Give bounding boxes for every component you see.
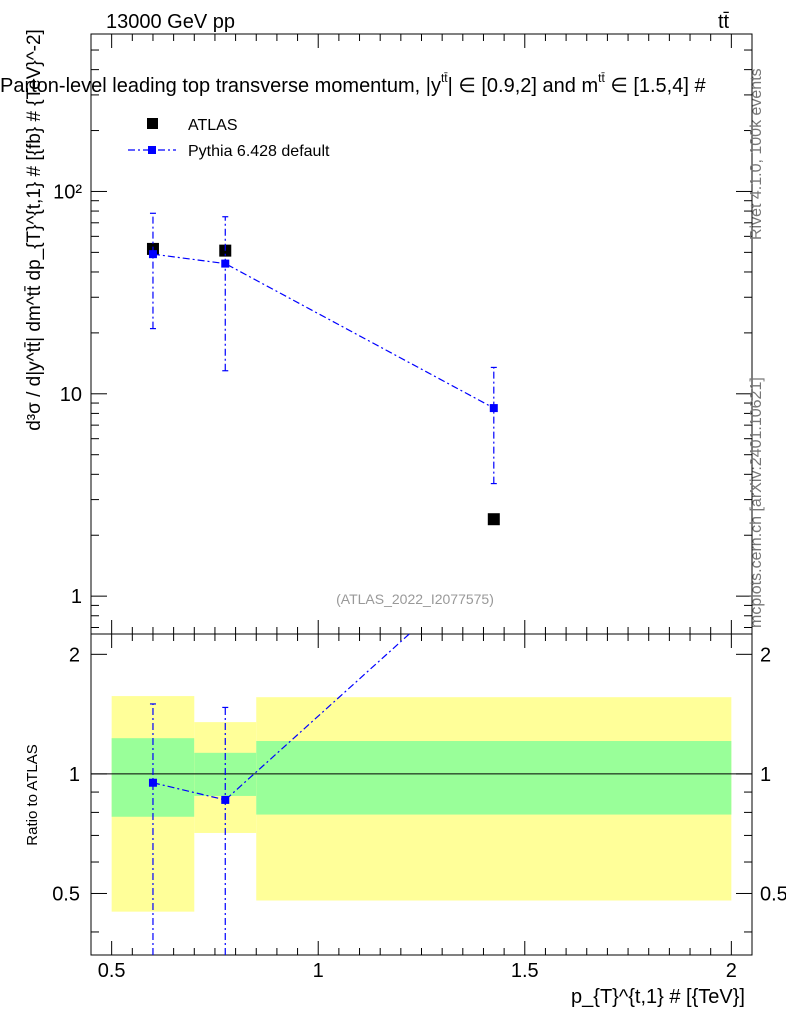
x-tick-label: 2 <box>726 960 737 982</box>
atlas-data-point <box>487 513 500 526</box>
pythia-point-ratio <box>221 795 230 804</box>
legend-label-atlas: ATLAS <box>188 117 238 134</box>
axis-ticks <box>91 33 752 955</box>
x-axis-label: p_{T}^{t,1} # [{TeV}] <box>571 986 745 1008</box>
pythia-line-main <box>152 253 495 409</box>
legend-label-pythia: Pythia 6.428 default <box>188 143 330 160</box>
side-label-mcplots: mcplots.cern.ch [arXiv:2401.10621] <box>748 377 765 628</box>
pythia-point-main <box>489 404 498 413</box>
pythia-point-ratio <box>148 778 157 787</box>
ratio-y-axis-label: Ratio to ATLAS <box>24 744 41 845</box>
y-tick-label-main: 10² <box>53 181 82 203</box>
legend-marker-atlas <box>147 118 158 129</box>
legend: ATLAS Pythia 6.428 default <box>128 117 330 160</box>
ratio-uncertainty-bands <box>111 696 732 912</box>
pythia-point-main <box>221 259 230 268</box>
analysis-watermark: (ATLAS_2022_I2077575) <box>336 591 494 607</box>
y-tick-label-main: 10 <box>60 384 82 406</box>
plot-title: Parton-level leading top transverse mome… <box>0 71 706 97</box>
y-tick-label-ratio-right: 2 <box>760 644 771 666</box>
y-tick-label-ratio-right: 1 <box>760 764 771 786</box>
y-tick-label-ratio: 2 <box>69 644 80 666</box>
y-tick-label-ratio: 0.5 <box>52 883 80 905</box>
legend-marker-pythia <box>148 146 156 154</box>
y-tick-label-main: 1 <box>71 586 82 608</box>
y-tick-label-ratio-right: 0.5 <box>760 883 786 905</box>
x-tick-label: 1.5 <box>511 960 539 982</box>
axis-tick-labels: 1 10 10² 0.5 0.5 1 1 2 2 0.5 1 1.5 2 <box>52 181 786 982</box>
side-label-rivet: Rivet 4.1.0, 100k events <box>748 68 765 240</box>
data-marks <box>146 212 500 955</box>
x-tick-label: 0.5 <box>98 960 126 982</box>
x-tick-label: 1 <box>313 960 324 982</box>
main-y-axis-label: d³σ / d|y^tt̄| dm^tt̄ dp_{T}^{t,1} # [{f… <box>24 29 45 431</box>
band-inner-2 <box>256 741 732 815</box>
y-tick-label-ratio: 1 <box>69 764 80 786</box>
energy-label: 13000 GeV pp <box>106 11 235 33</box>
process-label: tt̄ <box>718 11 730 33</box>
pythia-point-main <box>148 250 157 259</box>
